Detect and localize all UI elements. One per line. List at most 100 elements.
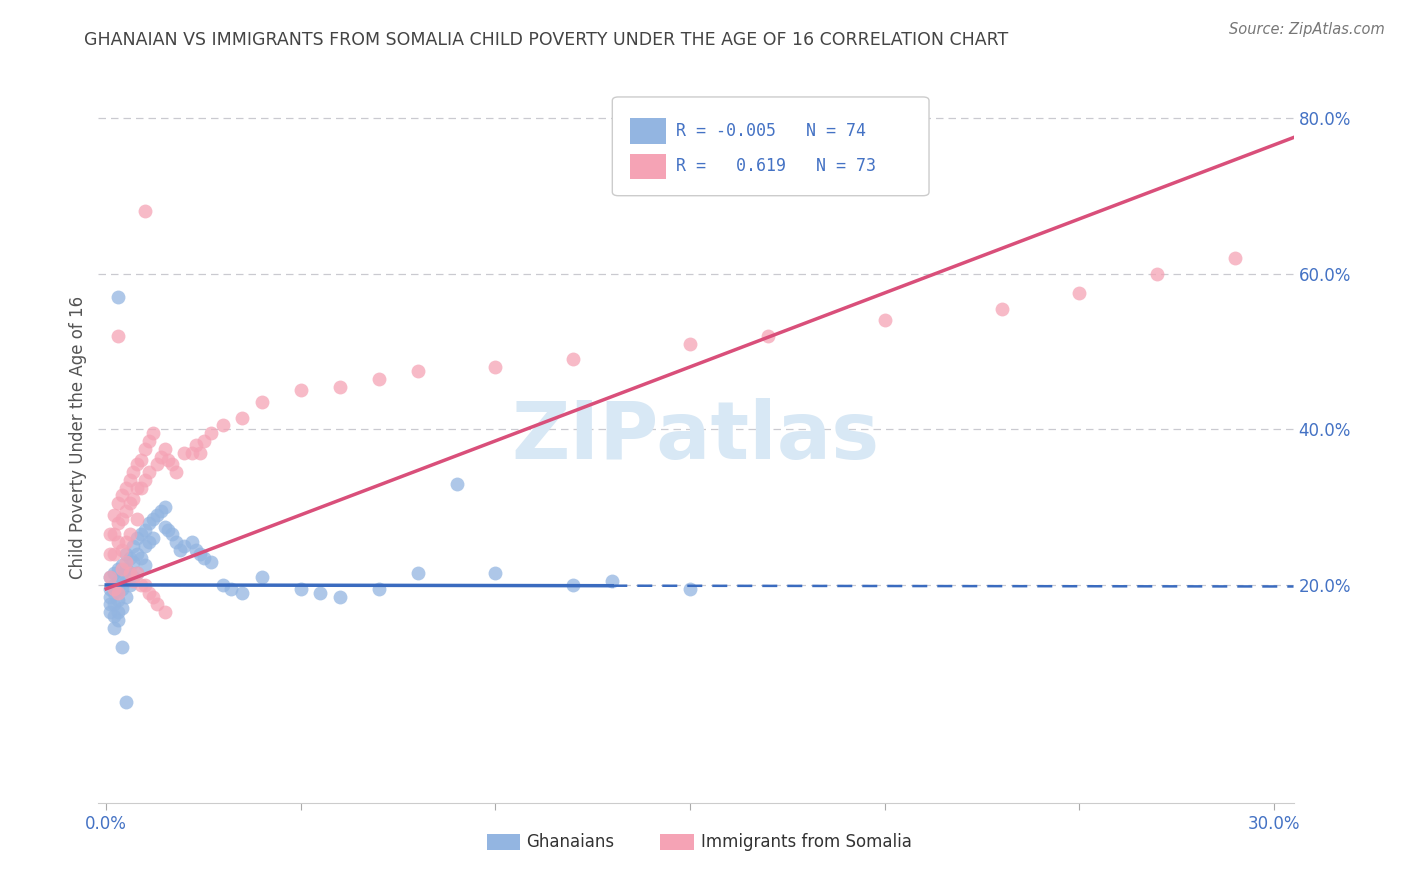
Point xyxy=(756,329,779,343)
Point xyxy=(134,442,156,456)
Point xyxy=(153,519,176,533)
Point xyxy=(103,598,125,612)
Point xyxy=(134,204,156,219)
Point xyxy=(122,555,145,569)
Point xyxy=(169,542,191,557)
Point xyxy=(98,527,121,541)
Point xyxy=(231,585,253,599)
Point xyxy=(484,566,506,581)
Bar xyxy=(661,834,693,850)
Point xyxy=(127,566,149,581)
Point xyxy=(107,585,129,599)
Point xyxy=(142,512,165,526)
Point xyxy=(367,372,389,386)
Point xyxy=(873,313,896,327)
Point xyxy=(193,550,215,565)
Point xyxy=(162,458,184,472)
Point xyxy=(107,496,129,510)
Point xyxy=(184,438,207,452)
Point xyxy=(193,434,215,448)
Point xyxy=(309,585,332,599)
Text: GHANAIAN VS IMMIGRANTS FROM SOMALIA CHILD POVERTY UNDER THE AGE OF 16 CORRELATIO: GHANAIAN VS IMMIGRANTS FROM SOMALIA CHIL… xyxy=(84,31,1008,49)
Point xyxy=(114,535,136,549)
Point xyxy=(98,590,121,604)
Point xyxy=(219,582,242,596)
Point xyxy=(200,555,222,569)
Point xyxy=(118,566,141,581)
Point xyxy=(173,539,195,553)
Point xyxy=(98,598,121,612)
Point xyxy=(1146,267,1168,281)
Point xyxy=(118,527,141,541)
Point xyxy=(157,453,180,467)
Bar xyxy=(630,118,666,144)
Y-axis label: Child Poverty Under the Age of 16: Child Poverty Under the Age of 16 xyxy=(69,295,87,579)
Point xyxy=(165,535,187,549)
Point xyxy=(114,481,136,495)
Point xyxy=(134,539,156,553)
Point xyxy=(114,695,136,709)
Point xyxy=(129,578,152,592)
Point xyxy=(180,445,202,459)
Point xyxy=(103,547,125,561)
Point xyxy=(562,578,585,592)
Point xyxy=(103,609,125,624)
Point xyxy=(107,516,129,530)
Point xyxy=(107,574,129,588)
Bar xyxy=(486,834,520,850)
Point xyxy=(111,570,134,584)
Point xyxy=(111,582,134,596)
Point xyxy=(138,434,160,448)
Point xyxy=(118,566,141,581)
Point xyxy=(188,547,211,561)
Point xyxy=(290,384,312,398)
Point xyxy=(146,598,169,612)
Point xyxy=(212,578,235,592)
Point xyxy=(98,582,121,596)
Point xyxy=(111,488,134,502)
Point xyxy=(127,481,149,495)
Point xyxy=(122,574,145,588)
Point xyxy=(134,473,156,487)
Point xyxy=(153,605,176,619)
Point xyxy=(114,504,136,518)
Point xyxy=(679,336,702,351)
Point xyxy=(114,555,136,569)
Point xyxy=(290,582,312,596)
Point xyxy=(188,445,211,459)
Bar xyxy=(630,153,666,179)
Point xyxy=(129,527,152,541)
Text: Ghanaians: Ghanaians xyxy=(526,833,614,851)
Point xyxy=(157,524,180,538)
Point xyxy=(118,496,141,510)
Point xyxy=(107,605,129,619)
Point xyxy=(98,605,121,619)
Point xyxy=(406,566,429,581)
Point xyxy=(122,539,145,553)
Point xyxy=(212,418,235,433)
Point xyxy=(184,542,207,557)
Point xyxy=(679,582,702,596)
Point xyxy=(134,524,156,538)
Point xyxy=(107,613,129,627)
Point xyxy=(180,535,202,549)
Point xyxy=(149,450,172,464)
Point xyxy=(484,359,506,374)
Point xyxy=(446,476,468,491)
Point xyxy=(129,550,152,565)
Point xyxy=(111,558,134,573)
Point xyxy=(134,578,156,592)
Point xyxy=(127,512,149,526)
Point xyxy=(107,593,129,607)
Point xyxy=(107,535,129,549)
Point xyxy=(103,508,125,522)
Text: R = -0.005   N = 74: R = -0.005 N = 74 xyxy=(676,122,866,140)
Point xyxy=(250,570,273,584)
Point xyxy=(107,582,129,596)
Point xyxy=(122,570,145,584)
Point xyxy=(114,590,136,604)
Point xyxy=(127,531,149,545)
Point xyxy=(118,578,141,592)
Point xyxy=(142,426,165,441)
Point xyxy=(114,562,136,576)
